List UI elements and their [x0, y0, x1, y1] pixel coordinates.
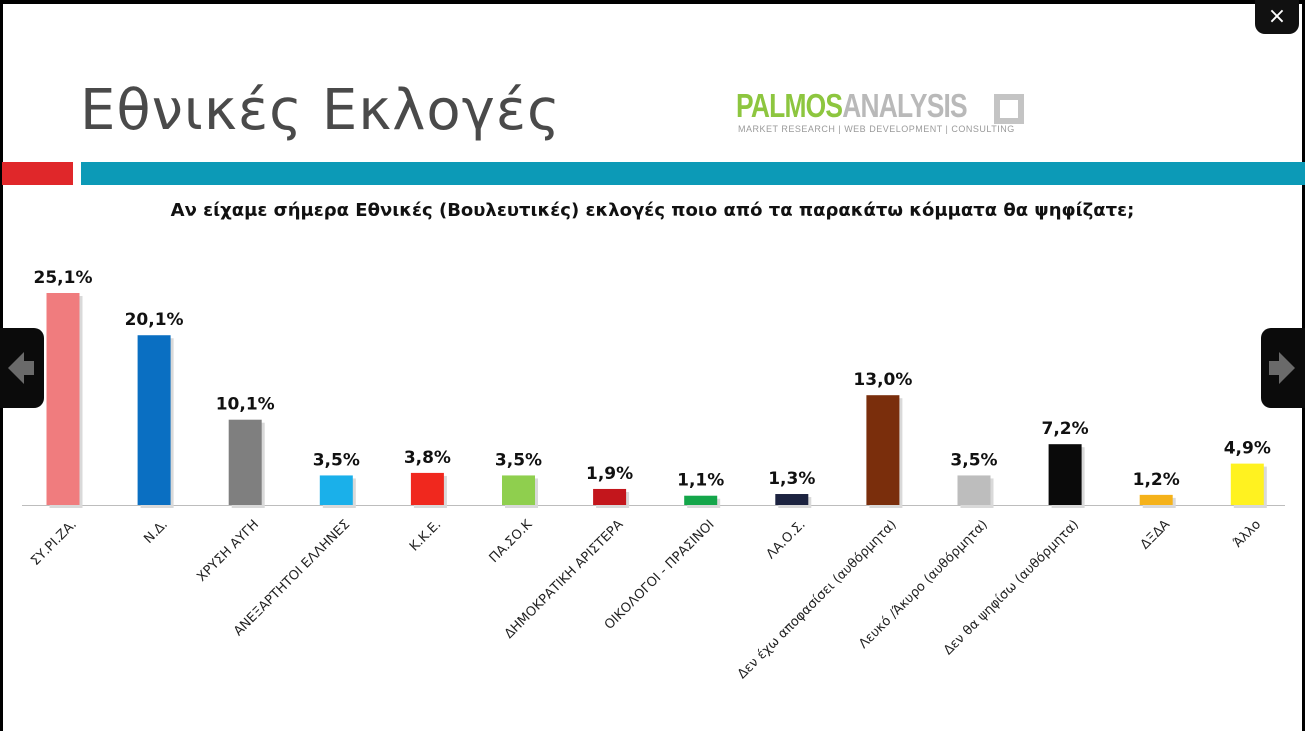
data-label: 10,1%: [216, 395, 275, 415]
data-label: 1,9%: [586, 464, 633, 484]
bar-3: [228, 419, 262, 505]
bar-7: [593, 488, 627, 505]
bar-2: [137, 335, 171, 505]
category-label: ΠΑ.ΣΟ.Κ: [487, 517, 536, 566]
bar-14: [1230, 463, 1264, 505]
bar-4: [319, 475, 353, 505]
arrow-left-icon: [8, 352, 34, 384]
logo-name-part1: PALMOS: [736, 87, 843, 124]
bar-9: [775, 494, 809, 505]
logo-square-icon: [994, 94, 1024, 124]
survey-question: Αν είχαμε σήμερα Εθνικές (Βουλευτικές) ε…: [170, 200, 1135, 221]
data-label: 7,2%: [1042, 419, 1089, 439]
next-slide-button[interactable]: [1261, 328, 1305, 408]
bar-12: [1048, 444, 1082, 505]
bar-6: [502, 475, 535, 505]
close-button[interactable]: ×: [1255, 0, 1299, 34]
category-label: ΧΡΥΣΗ ΑΥΓΗ: [194, 517, 262, 585]
category-label: ΣΥ.ΡΙ.ΖΑ.: [28, 517, 80, 569]
data-label: 4,9%: [1224, 439, 1271, 459]
accent-bar-teal: [81, 162, 1305, 185]
data-label: 3,5%: [495, 450, 542, 470]
close-icon: ×: [1267, 4, 1287, 29]
bar-13: [1139, 494, 1173, 505]
data-label: 3,5%: [313, 450, 360, 470]
category-label: Δεν έχω αποφασίσει (αυθόρμητα): [735, 517, 900, 682]
category-label: ΛΑ.Ο.Σ.: [764, 517, 809, 562]
data-label: 3,5%: [950, 450, 997, 470]
accent-bar-red: [2, 162, 73, 185]
window-top-border: [0, 0, 1305, 4]
data-label: 1,3%: [768, 469, 815, 489]
category-label: ΔΞΔΑ: [1138, 517, 1173, 552]
previous-slide-button[interactable]: [0, 328, 44, 408]
data-label: 1,2%: [1133, 470, 1180, 490]
bar-10: [866, 395, 900, 505]
logo-tagline: MARKET RESEARCH | WEB DEVELOPMENT | CONS…: [738, 124, 1015, 134]
data-label: 20,1%: [125, 310, 184, 330]
data-label: 1,1%: [677, 471, 724, 491]
category-label: Άλλο: [1231, 517, 1265, 551]
category-label: Κ.Κ.Ε.: [407, 517, 444, 554]
bar-1: [46, 293, 80, 505]
category-label: Ν.Δ.: [141, 517, 171, 547]
bar-5: [410, 472, 444, 505]
data-label: 13,0%: [853, 370, 912, 390]
slide-title: Εθνικές Εκλογές: [80, 78, 561, 143]
logo-name-part2: ANALYSIS: [842, 87, 967, 124]
arrow-right-icon: [1269, 352, 1295, 384]
logo-wordmark: PALMOSANALYSIS: [736, 87, 968, 124]
bar-11: [957, 475, 991, 505]
vote-intention-bar-chart: 25,1% ΣΥ.ΡΙ.ΖΑ. 20,1% Ν.Δ. 10,1% ΧΡΥΣΗ ΑΥΓΗ 3,…: [22, 268, 1285, 682]
palmos-analysis-logo: PALMOSANALYSIS MARKET RESEARCH | WEB DEV…: [736, 88, 1036, 138]
data-label: 3,8%: [404, 448, 451, 468]
data-label: 25,1%: [34, 268, 93, 288]
bar-8: [684, 495, 718, 505]
